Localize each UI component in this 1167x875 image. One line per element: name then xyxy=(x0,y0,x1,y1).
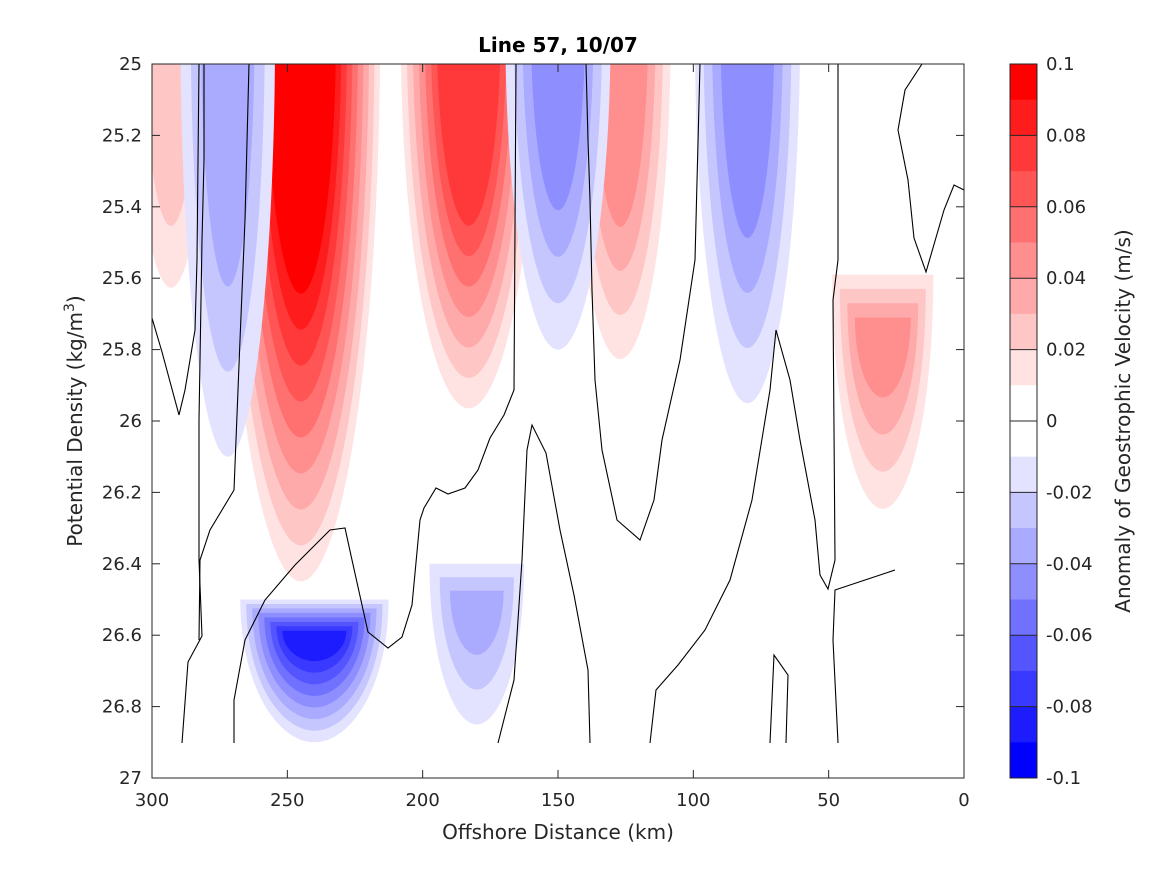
colorbar-tick-label: -0.08 xyxy=(1046,697,1093,718)
colorbar-cell xyxy=(1010,492,1037,529)
chart-title: Line 57, 10/07 xyxy=(478,33,638,57)
x-axis-label: Offshore Distance (km) xyxy=(442,820,674,844)
x-tick-label: 250 xyxy=(270,790,304,811)
colorbar-cell xyxy=(1010,313,1037,351)
y-axis: 25 25.2 25.4 25.6 25.8 26 26.2 26.4 26.6 26.8 27 xyxy=(102,54,964,789)
colorbar-cells xyxy=(1010,64,1037,779)
colorbar-tick-label: 0 xyxy=(1046,411,1057,432)
zero-contour-line xyxy=(152,64,200,416)
colorbar-cell xyxy=(1010,64,1037,101)
colorbar-tick-label: 0.06 xyxy=(1046,197,1086,218)
contour-fill-band xyxy=(854,317,911,398)
zero-contour-line xyxy=(198,64,250,641)
colorbar-ticks: 0.1 0.08 0.06 0.04 0.02 0 -0.02 -0.04 -0.06 -0.08… xyxy=(1010,54,1093,789)
x-tick-label: 200 xyxy=(405,790,439,811)
colorbar-cell xyxy=(1010,242,1037,279)
x-tick-label: 50 xyxy=(817,790,840,811)
y-tick-label: 26.8 xyxy=(102,697,142,718)
colorbar-tick-label: 0.1 xyxy=(1046,54,1075,75)
contour-fill-band xyxy=(201,64,255,287)
colorbar-cell xyxy=(1010,670,1037,708)
zero-contour-line xyxy=(181,64,205,744)
zero-contour-line xyxy=(769,653,789,744)
x-tick-label: 300 xyxy=(135,790,169,811)
zero-contour-line xyxy=(649,64,839,744)
zero-contour-line xyxy=(585,64,701,541)
colorbar-cell xyxy=(1010,635,1037,672)
y-axis-label-main: Potential Density (kg/m xyxy=(63,312,87,547)
colorbar-tick-label: 0.02 xyxy=(1046,340,1086,361)
y-axis-label-superscript: 3 xyxy=(62,303,78,312)
y-tick-label: 25.2 xyxy=(102,125,142,146)
x-tick-label: 0 xyxy=(958,790,969,811)
colorbar-tick-label: -0.1 xyxy=(1046,768,1081,789)
colorbar-tick-label: -0.04 xyxy=(1046,554,1093,575)
x-tick-label: 150 xyxy=(541,790,575,811)
colorbar-cell xyxy=(1010,528,1037,565)
colorbar-cell xyxy=(1010,563,1037,600)
contour-plot-area xyxy=(152,64,964,778)
colorbar-cell xyxy=(1010,599,1037,636)
colorbar-cell xyxy=(1010,99,1037,136)
y-tick-label: 25 xyxy=(119,54,142,75)
contour-fill-band xyxy=(282,630,347,662)
contour-fill-band xyxy=(531,64,585,211)
colorbar-cell xyxy=(1010,385,1037,422)
zero-contour-line xyxy=(897,64,964,274)
contour-fill-band xyxy=(266,64,336,294)
colorbar-cell xyxy=(1010,742,1037,779)
y-tick-label: 25.4 xyxy=(102,197,142,218)
colorbar-cell xyxy=(1010,456,1037,493)
contour-fill-band xyxy=(720,64,774,238)
colorbar-label: Anomaly of Geostrophic Velocity (m/s) xyxy=(1111,229,1135,612)
zero-contour-line xyxy=(832,569,896,744)
y-tick-label: 26.2 xyxy=(102,482,142,503)
y-tick-label: 27 xyxy=(119,768,142,789)
colorbar-tick-label: 0.04 xyxy=(1046,268,1086,289)
colorbar-tick-label: -0.06 xyxy=(1046,625,1093,646)
x-axis: 300 250 200 150 100 50 0 xyxy=(135,64,970,811)
colorbar-cell xyxy=(1010,706,1037,743)
colorbar-cell xyxy=(1010,171,1037,208)
y-axis-label: Potential Density (kg/m3) xyxy=(62,295,87,546)
y-tick-label: 25.8 xyxy=(102,340,142,361)
zero-contour-line xyxy=(497,423,591,744)
colorbar-cell xyxy=(1010,421,1037,458)
y-axis-label-suffix: ) xyxy=(63,295,87,303)
contour-fills xyxy=(152,64,964,778)
colorbar-cell xyxy=(1010,278,1037,315)
colorbar-tick-label: 0.08 xyxy=(1046,125,1086,146)
colorbar-tick-label: -0.02 xyxy=(1046,482,1093,503)
contour-fill-band xyxy=(449,590,504,655)
y-tick-label: 25.6 xyxy=(102,268,142,289)
zero-contour-lines xyxy=(152,64,964,744)
x-tick-label: 100 xyxy=(676,790,710,811)
colorbar: 0.1 0.08 0.06 0.04 0.02 0 -0.02 -0.04 -0.06 -0.08… xyxy=(1009,54,1135,789)
y-tick-label: 26.4 xyxy=(102,554,142,575)
contour-fill-band xyxy=(437,64,501,226)
y-tick-label: 26.6 xyxy=(102,625,142,646)
y-tick-label: 26 xyxy=(119,411,142,432)
colorbar-cell xyxy=(1010,349,1037,386)
colorbar-cell xyxy=(1010,206,1037,243)
colorbar-cell xyxy=(1010,135,1037,172)
zero-contour-line xyxy=(233,64,517,743)
